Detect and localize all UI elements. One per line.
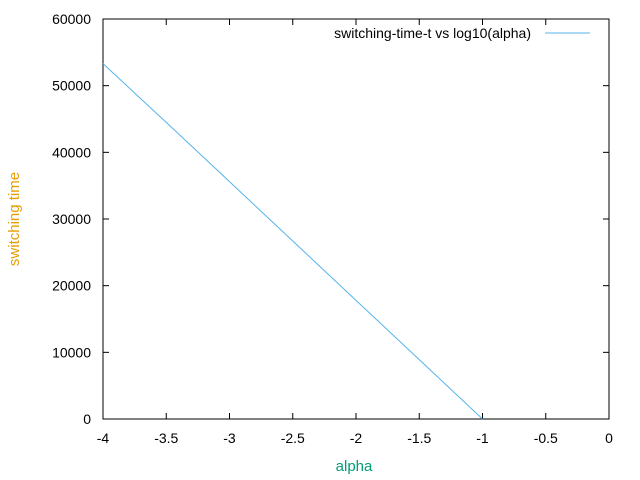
x-tick-label: -0.5 xyxy=(534,430,558,446)
y-tick-label: 60000 xyxy=(52,11,91,27)
axis-ticks xyxy=(102,18,610,420)
y-tick-labels: 0 10000 20000 30000 40000 50000 60000 xyxy=(52,11,91,427)
x-tick-label: -1.5 xyxy=(407,430,431,446)
y-tick-label: 40000 xyxy=(52,144,91,160)
plot-frame xyxy=(102,18,610,420)
y-tick-label: 20000 xyxy=(52,278,91,294)
y-tick-label: 50000 xyxy=(52,78,91,94)
x-tick-label: -3.5 xyxy=(154,430,178,446)
x-tick-label: -3 xyxy=(223,430,236,446)
legend-entry-label: switching-time-t vs log10(alpha) xyxy=(334,25,531,41)
x-tick-label: -2 xyxy=(350,430,363,446)
x-tick-label: -2.5 xyxy=(281,430,305,446)
series-lines xyxy=(102,63,483,420)
x-tick-label: -1 xyxy=(476,430,489,446)
legend: switching-time-t vs log10(alpha) xyxy=(334,25,590,41)
x-tick-labels: -4 -3.5 -3 -2.5 -2 -1.5 -1 -0.5 0 xyxy=(97,430,613,446)
y-tick-label: 0 xyxy=(83,411,91,427)
y-tick-label: 30000 xyxy=(52,211,91,227)
y-tick-label: 10000 xyxy=(52,344,91,360)
x-axis-label: alpha xyxy=(336,458,373,475)
x-tick-label: -4 xyxy=(97,430,110,446)
y-axis-label: switching time xyxy=(6,172,23,266)
series-line xyxy=(102,63,483,420)
x-tick-label: 0 xyxy=(605,430,613,446)
